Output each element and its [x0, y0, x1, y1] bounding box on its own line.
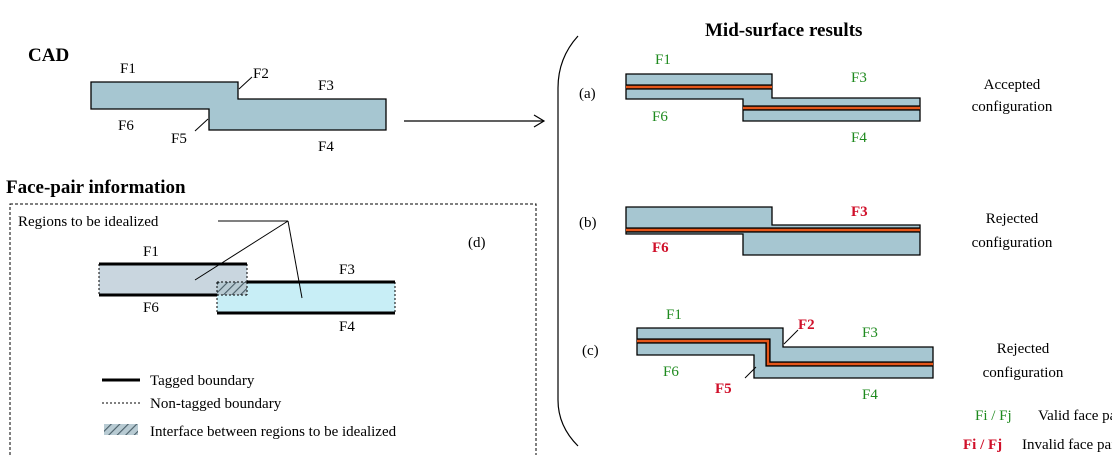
results-bracket: [557, 35, 579, 447]
invalid-symbol: Fi / Fj: [963, 437, 1002, 453]
result-a-label-f4: F4: [851, 130, 867, 146]
result-c-mid: [637, 339, 933, 366]
cad-label-f2: F2: [253, 66, 269, 82]
mid-surface-title: Mid-surface results: [705, 20, 862, 41]
cad-title: CAD: [28, 45, 69, 66]
result-b-label-f3: F3: [851, 204, 868, 220]
legend-interface: Interface between regions to be idealize…: [150, 424, 397, 440]
valid-symbol: Fi / Fj: [975, 408, 1012, 424]
result-c-leader-f5: [744, 366, 757, 379]
arrow-head: [533, 114, 546, 128]
non-tagged-boundaries: [98, 264, 396, 313]
result-a-tag: (a): [579, 86, 596, 102]
cad-leader-f5: [194, 118, 209, 132]
face-pair-title: Face-pair information: [6, 177, 186, 198]
result-c-label-f6: F6: [663, 364, 679, 380]
cad-leader-f2: [238, 76, 253, 90]
face-pair-tag: (d): [468, 235, 486, 251]
result-c-body: [636, 327, 934, 379]
result-c-label-f3: F3: [862, 325, 878, 341]
result-a-label-f1: F1: [655, 52, 671, 68]
fp-label-f3: F3: [339, 262, 355, 278]
result-c-status-1: Rejected: [997, 341, 1050, 357]
cad-body: [90, 81, 387, 131]
cad-label-f4: F4: [318, 139, 334, 155]
legend-tagged: Tagged boundary: [150, 373, 255, 389]
region-interface: [217, 282, 247, 295]
regions-leader-left: [194, 220, 289, 281]
result-b-label-f6: F6: [652, 240, 669, 256]
fp-label-f6: F6: [143, 300, 159, 316]
cad-label-f1: F1: [120, 61, 136, 77]
legend-non-tagged: Non-tagged boundary: [150, 396, 282, 412]
result-c-label-f5: F5: [715, 381, 732, 397]
result-c-label-f4: F4: [862, 387, 878, 403]
legend-interface-swatch: [104, 424, 138, 435]
result-b-status-1: Rejected: [986, 211, 1039, 227]
result-c-status-2: configuration: [983, 365, 1064, 381]
result-c-label-f1: F1: [666, 307, 682, 323]
valid-text: Valid face pair: [1038, 408, 1112, 424]
result-c-leader-f2: [783, 329, 799, 345]
cad-label-f3: F3: [318, 78, 334, 94]
result-c-tag: (c): [582, 343, 599, 359]
result-a-label-f6: F6: [652, 109, 668, 125]
result-a-label-f3: F3: [851, 70, 867, 86]
cad-label-f5: F5: [171, 131, 187, 147]
fp-label-f1: F1: [143, 244, 159, 260]
face-pair-box: [9, 203, 537, 457]
fp-label-f4: F4: [339, 319, 355, 335]
regions-label: Regions to be idealized: [18, 214, 159, 230]
invalid-text: Invalid face pair: [1022, 437, 1112, 453]
regions-leader-right: [287, 220, 303, 299]
result-a-body: [625, 73, 921, 122]
result-c-label-f2: F2: [798, 317, 815, 333]
result-a-status-2: configuration: [972, 99, 1053, 115]
result-a-status-1: Accepted: [984, 77, 1041, 93]
result-b-status-2: configuration: [972, 235, 1053, 251]
cad-label-f6: F6: [118, 118, 134, 134]
result-b-tag: (b): [579, 215, 597, 231]
